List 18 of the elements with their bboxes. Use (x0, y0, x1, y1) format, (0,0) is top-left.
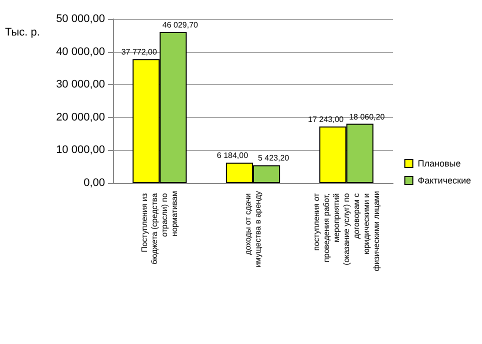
data-label: 6 184,00 (216, 151, 249, 160)
x-tick-label: доходы от сдачи имущества в аренду (244, 191, 262, 268)
data-label: 18 060,20 (349, 112, 386, 122)
data-label: 5 423,20 (258, 154, 290, 163)
data-label: 17 243,00 (308, 114, 344, 124)
x-tick-label: поступления от проведения работ, мероприятий (оказание услуг) по договорам с юридическими и физическими лицами (312, 191, 381, 272)
data-label: 37 772,00 (121, 48, 158, 57)
legend-label: Плановые (418, 158, 461, 168)
y-axis-title: Тыс. р. (5, 26, 40, 38)
y-tick-label: 40 000,00 (56, 46, 105, 58)
x-tick-label: Поступления из бюджета (средства отрасли) по нормативам (140, 191, 180, 264)
y-tick-label: 30 000,00 (56, 78, 105, 91)
y-tick-label: 50 000,00 (56, 13, 105, 25)
y-tick-label: 0,00 (84, 177, 105, 189)
legend-label: Фактические (418, 176, 472, 186)
data-label: 46 029,70 (162, 20, 199, 30)
y-tick-label: 20 000,00 (56, 111, 105, 124)
y-tick-label: 10 000,00 (56, 144, 105, 156)
